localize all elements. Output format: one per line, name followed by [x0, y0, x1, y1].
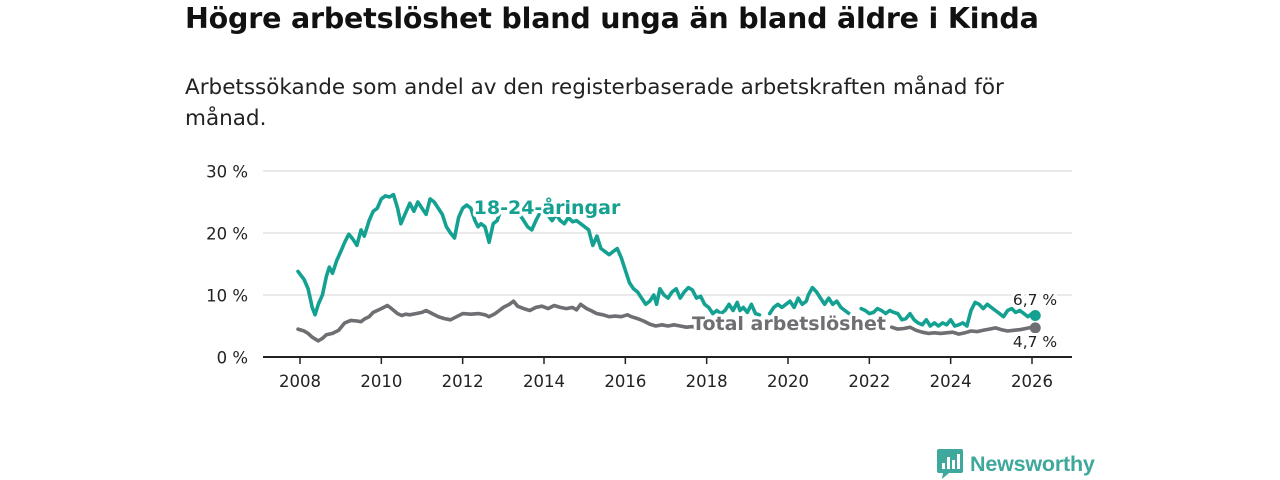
total-end-value-label: 4,7 % — [1013, 333, 1057, 351]
youth-series-line — [296, 192, 502, 317]
x-tick-label: 2010 — [360, 372, 402, 391]
chart-title: Högre arbetslöshet bland unga än bland ä… — [185, 2, 1039, 35]
logo-icon-bar-3 — [952, 460, 955, 469]
newsworthy-logo[interactable]: Newsworthy — [937, 449, 1095, 479]
logo-icon-bar-4 — [957, 454, 960, 469]
youth-series-end-marker — [1029, 309, 1041, 321]
total-end-value-label-halo: 4,7 % — [1013, 333, 1057, 351]
youth-series-line — [515, 209, 541, 232]
x-tick-label: 2008 — [279, 372, 321, 391]
logo-text: Newsworthy — [970, 451, 1095, 476]
x-tick-label: 2022 — [848, 372, 890, 391]
chart-subtitle: Arbetssökande som andel av den registerb… — [185, 75, 1004, 131]
x-tick-label: 2026 — [1011, 372, 1053, 391]
youth-series-line — [859, 300, 1038, 328]
total-series-label-halo: Total arbetslöshet — [692, 313, 886, 335]
axis-layer: 0 % 10 % 20 % 30 % 2008 2010 2012 2014 2016 2018 2… — [206, 163, 1072, 391]
total-series-label: Total arbetslöshet — [692, 313, 886, 335]
total-series-line — [296, 299, 699, 343]
y-tick-label: 30 % — [206, 163, 248, 182]
total-series-end-marker — [1029, 322, 1041, 334]
x-tick-label: 2012 — [442, 372, 484, 391]
grid-layer — [263, 170, 1072, 296]
youth-end-value-label-halo: 6,7 % — [1013, 291, 1057, 309]
youth-series-label-halo: 18-24-åringar — [474, 195, 621, 219]
x-tick-label: 2020 — [767, 372, 809, 391]
youth-series-label: 18-24-åringar — [474, 195, 621, 219]
youth-end-value-label: 6,7 % — [1013, 291, 1057, 309]
y-tick-label: 0 % — [217, 349, 248, 368]
series-layer — [296, 192, 1041, 343]
x-tick-label: 2018 — [686, 372, 728, 391]
logo-icon-bar-1 — [942, 463, 945, 469]
youth-series-line — [767, 285, 851, 316]
total-series-line — [889, 325, 1038, 336]
y-tick-label: 20 % — [206, 225, 248, 244]
x-tick-label: 2014 — [523, 372, 565, 391]
youth-series-line — [546, 212, 762, 317]
x-tick-label: 2024 — [930, 372, 972, 391]
newsworthy-logo-icon — [937, 449, 963, 479]
x-tick-label: 2016 — [604, 372, 646, 391]
y-tick-label: 10 % — [206, 287, 248, 306]
logo-icon-bar-2 — [947, 457, 950, 469]
